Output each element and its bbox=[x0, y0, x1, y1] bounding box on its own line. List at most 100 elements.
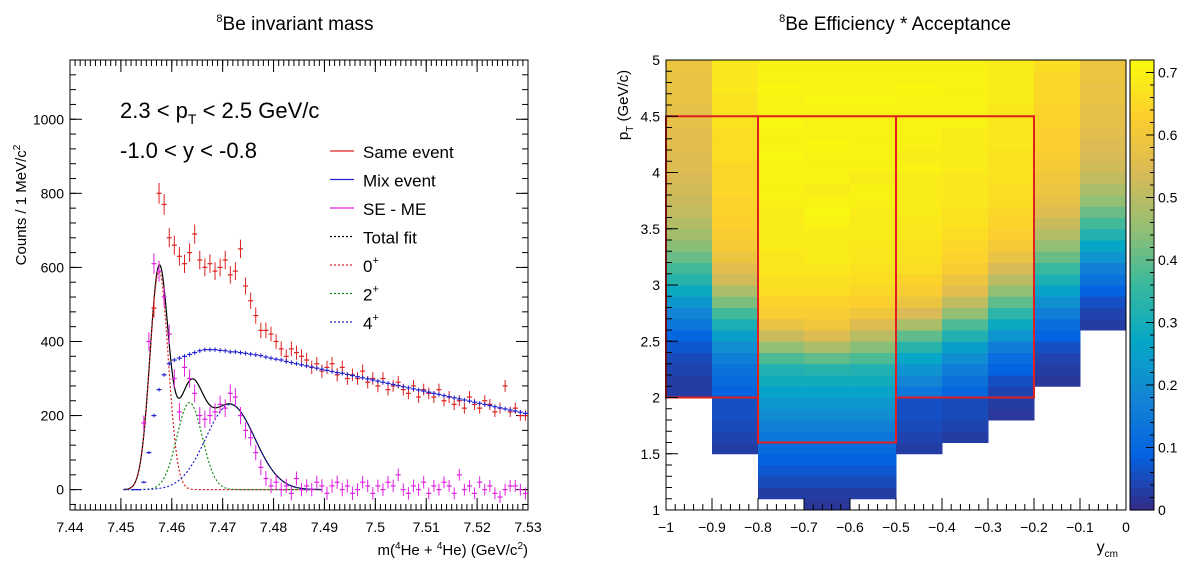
heatmap-cell bbox=[758, 127, 805, 140]
colorbar-segment bbox=[1130, 457, 1154, 466]
heatmap-cell bbox=[896, 217, 943, 230]
colorbar-segment bbox=[1130, 195, 1154, 204]
heatmap-cell bbox=[804, 228, 851, 241]
right-axis-ticks: −1 −0.9 −0.8 −0.7 −0.6 −0.5 −0.4 −0.3 −0.2 −0.1 0 1… bbox=[641, 52, 1131, 535]
heatmap-cell bbox=[666, 138, 713, 151]
heatmap-cell bbox=[942, 138, 989, 151]
colorbar-tick-label: 0.3 bbox=[1158, 315, 1178, 331]
colorbar-segment bbox=[1130, 232, 1154, 241]
heatmap-cell bbox=[1034, 330, 1081, 342]
xlabel-s2: 4 bbox=[437, 541, 443, 552]
heatmap-cell bbox=[804, 161, 851, 173]
heatmap-cell bbox=[896, 183, 943, 196]
colorbar-segment bbox=[1130, 322, 1154, 331]
legend-label-sup: + bbox=[372, 255, 378, 267]
heatmap-cell bbox=[758, 341, 805, 353]
heatmap-cell bbox=[804, 251, 851, 263]
right-title-main: Be Efficiency * Acceptance bbox=[785, 14, 1011, 35]
y-tick-label: 1000 bbox=[33, 111, 64, 127]
heatmap-cell bbox=[896, 296, 943, 308]
heatmap-cell bbox=[850, 127, 897, 140]
heatmap-cell bbox=[850, 375, 897, 387]
heatmap-cell bbox=[988, 318, 1035, 331]
heatmap-cell bbox=[1034, 105, 1081, 117]
left-legend: Same event Mix event SE - ME Total fit 0+ 2+ 4… bbox=[330, 143, 454, 333]
legend-label: Total fit bbox=[363, 229, 417, 248]
heatmap-cell bbox=[850, 228, 897, 241]
heatmap-cell bbox=[758, 285, 805, 297]
colorbar-segment bbox=[1130, 277, 1154, 286]
heatmap-cell bbox=[850, 240, 897, 252]
heatmap-cell bbox=[712, 71, 759, 83]
heatmap-cell bbox=[1080, 240, 1127, 252]
heatmap-cell bbox=[850, 487, 897, 500]
heatmap-cell bbox=[758, 352, 805, 365]
heatmap-cell bbox=[988, 397, 1035, 410]
heatmap-cell bbox=[712, 318, 759, 331]
colorbar-tick-label: 0.6 bbox=[1158, 127, 1178, 143]
heatmap-cell bbox=[666, 228, 713, 241]
colorbar-segment bbox=[1130, 487, 1154, 496]
legend-label: SE - ME bbox=[363, 200, 426, 219]
heatmap-cell bbox=[758, 386, 805, 398]
x-tick-label: −0.6 bbox=[836, 519, 864, 535]
heatmap-cell bbox=[758, 375, 805, 387]
heatmap-cell bbox=[758, 363, 805, 376]
colorbar-segment bbox=[1130, 82, 1154, 91]
heatmap-cell bbox=[942, 82, 989, 95]
heatmap-cell bbox=[666, 172, 713, 185]
xlabel-p4: ) bbox=[523, 542, 528, 559]
heatmap-cell bbox=[712, 217, 759, 230]
heatmap-cell bbox=[1080, 217, 1127, 230]
right-xlabel-sub: cm bbox=[1105, 549, 1118, 560]
heatmap-cell bbox=[804, 363, 851, 376]
heatmap-cell bbox=[804, 476, 851, 488]
heatmap-cell bbox=[896, 228, 943, 241]
colorbar-segment bbox=[1130, 172, 1154, 181]
heatmap-cell bbox=[988, 217, 1035, 230]
heatmap-cell bbox=[896, 285, 943, 297]
x-tick-label: 7.49 bbox=[311, 519, 338, 535]
heatmap-cell bbox=[850, 330, 897, 342]
heatmap-cell bbox=[712, 397, 759, 410]
heatmap-cell bbox=[988, 228, 1035, 241]
colorbar-segment bbox=[1130, 270, 1154, 279]
colorbar-segment bbox=[1130, 307, 1154, 316]
heatmap-cell bbox=[712, 341, 759, 353]
heatmap-cell bbox=[988, 375, 1035, 387]
xlabel-s3: 2 bbox=[517, 541, 523, 552]
heatmap-cell bbox=[850, 442, 897, 455]
left-chart-title: 8Be invariant mass bbox=[216, 13, 373, 35]
colorbar-segment bbox=[1130, 337, 1154, 346]
colorbar-tick-label: 0 bbox=[1158, 502, 1166, 518]
heatmap-cell bbox=[896, 307, 943, 320]
legend-label: Mix event bbox=[363, 172, 436, 191]
heatmap-cell bbox=[896, 93, 943, 106]
heatmap-cell bbox=[758, 296, 805, 308]
heatmap-cell bbox=[896, 431, 943, 443]
colorbar-segment bbox=[1130, 442, 1154, 451]
heatmap-cell bbox=[850, 363, 897, 376]
colorbar-segment bbox=[1130, 352, 1154, 361]
heatmap-cell bbox=[712, 375, 759, 387]
heatmap-cell bbox=[1080, 150, 1127, 162]
colorbar-segment bbox=[1130, 202, 1154, 211]
heatmap-cell bbox=[804, 150, 851, 162]
heatmap-cell bbox=[804, 375, 851, 387]
heatmap-cell bbox=[804, 453, 851, 466]
heatmap-cell bbox=[1034, 251, 1081, 263]
heatmap-cell bbox=[896, 273, 943, 286]
left-ylabel-main: Counts / 1 MeV/c bbox=[13, 150, 30, 266]
heatmap-cell bbox=[804, 318, 851, 331]
heatmap-cell bbox=[1034, 60, 1081, 72]
heatmap-cell bbox=[896, 375, 943, 387]
heatmap-cell bbox=[804, 341, 851, 353]
xlabel-p2: He + bbox=[401, 542, 437, 559]
heatmap-cell bbox=[758, 116, 805, 128]
colorbar-segment bbox=[1130, 112, 1154, 121]
colorbar-segment bbox=[1130, 405, 1154, 414]
heatmap-cell bbox=[712, 127, 759, 140]
heatmap-cell bbox=[896, 60, 943, 72]
pt-range-annotation: 2.3 < pT < 2.5 GeV/c bbox=[120, 98, 319, 127]
